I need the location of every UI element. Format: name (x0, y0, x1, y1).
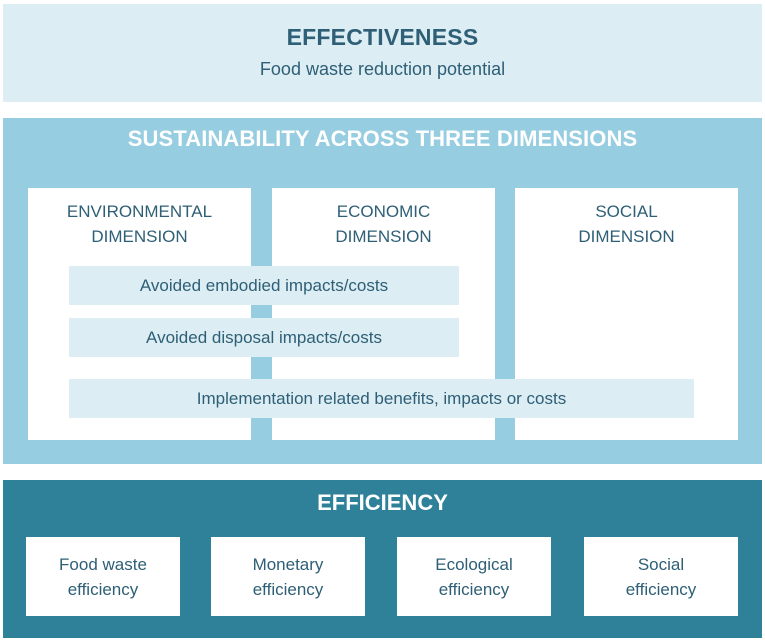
effectiveness-title: EFFECTIVENESS (286, 24, 479, 50)
social-dimension-label-line1: SOCIAL (595, 202, 658, 221)
social-efficiency-box: Social efficiency (584, 537, 738, 616)
effectiveness-panel (3, 4, 762, 102)
monetary-efficiency-box: Monetary efficiency (211, 537, 365, 616)
food-waste-efficiency-box: Food waste efficiency (26, 537, 180, 616)
environmental-dimension-label-line1: ENVIRONMENTAL (66, 202, 213, 221)
implementation-bar: Implementation related benefits, impacts… (69, 379, 694, 418)
sustainability-title: SUSTAINABILITY ACROSS THREE DIMENSIONS (127, 126, 638, 151)
efficiency-title: EFFICIENCY (317, 490, 448, 515)
ecological-efficiency-line2: efficiency (438, 579, 510, 599)
ecological-efficiency-box: Ecological efficiency (397, 537, 551, 616)
social-dimension-label: SOCIAL DIMENSION (515, 199, 738, 249)
monetary-efficiency-line1: Monetary (252, 554, 324, 574)
economic-dimension-label: ECONOMIC DIMENSION (272, 199, 495, 249)
social-efficiency-line2: efficiency (625, 579, 697, 599)
environmental-dimension-label-line2: DIMENSION (91, 227, 188, 246)
avoided-embodied-bar: Avoided embodied impacts/costs (69, 266, 459, 305)
ecological-efficiency-line1: Ecological (435, 554, 513, 574)
food-waste-efficiency-line2: efficiency (67, 579, 139, 599)
monetary-efficiency-line2: efficiency (252, 579, 324, 599)
avoided-disposal-bar: Avoided disposal impacts/costs (69, 318, 459, 357)
social-efficiency-line1: Social (637, 554, 685, 574)
economic-dimension-label-line2: DIMENSION (335, 227, 432, 246)
social-dimension-label-line2: DIMENSION (578, 227, 675, 246)
food-waste-efficiency-line1: Food waste (59, 554, 147, 574)
economic-dimension-label-line1: ECONOMIC (336, 202, 431, 221)
environmental-dimension-label: ENVIRONMENTAL DIMENSION (28, 199, 251, 249)
effectiveness-subtitle: Food waste reduction potential (259, 59, 506, 79)
